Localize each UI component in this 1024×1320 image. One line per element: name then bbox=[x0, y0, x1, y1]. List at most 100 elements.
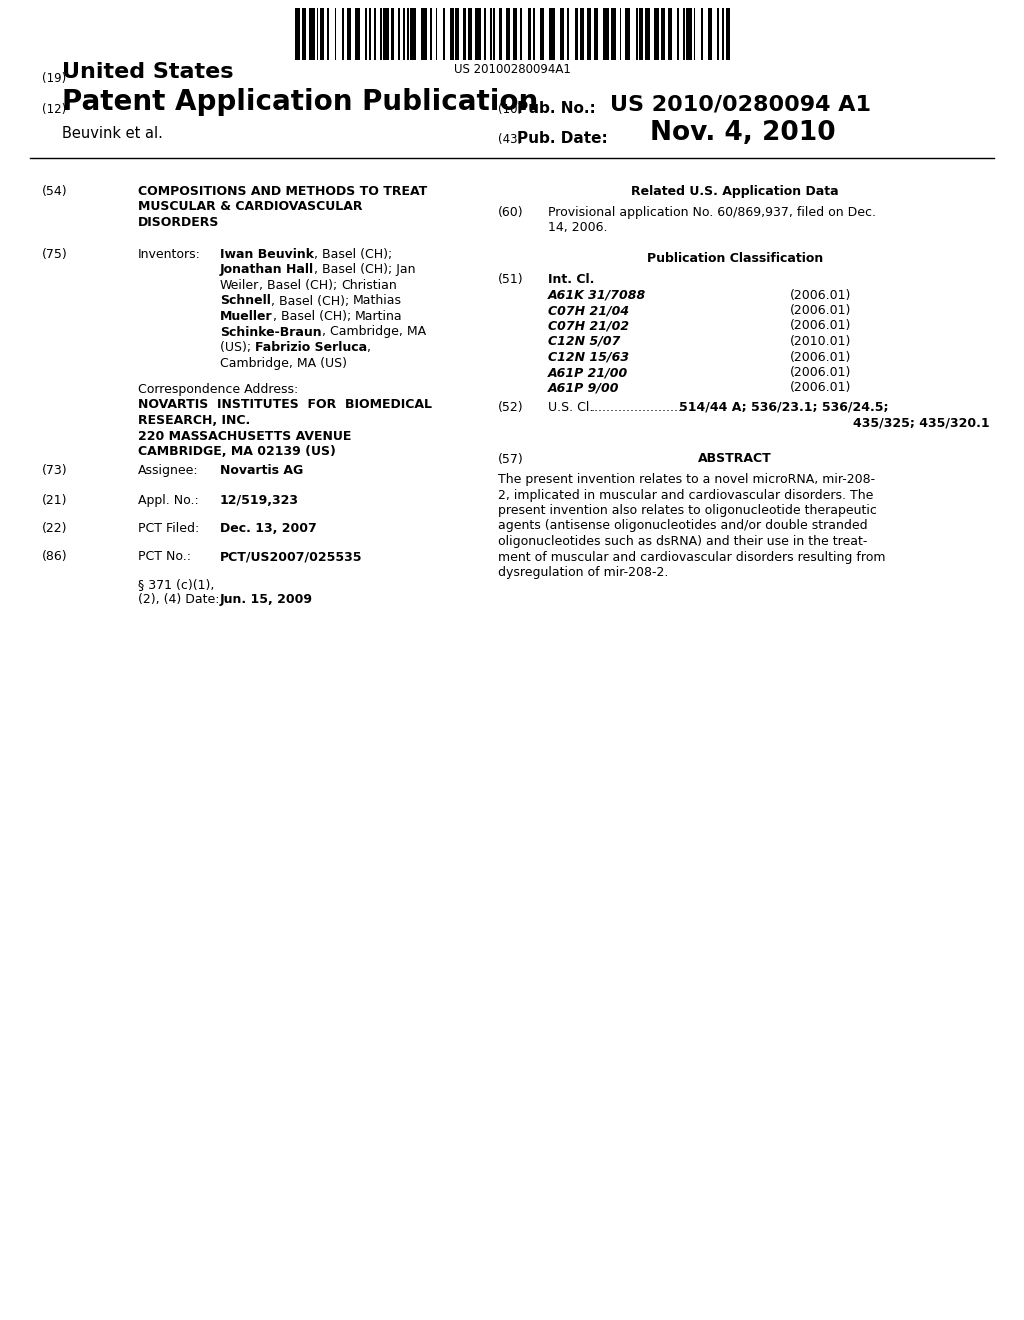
Bar bbox=[328, 8, 330, 59]
Text: MUSCULAR & CARDIOVASCULAR: MUSCULAR & CARDIOVASCULAR bbox=[138, 201, 362, 214]
Text: (75): (75) bbox=[42, 248, 68, 261]
Bar bbox=[708, 8, 712, 59]
Text: (2006.01): (2006.01) bbox=[790, 289, 851, 301]
Text: (86): (86) bbox=[42, 550, 68, 564]
Text: (22): (22) bbox=[42, 521, 68, 535]
Text: Int. Cl.: Int. Cl. bbox=[548, 273, 594, 286]
Bar bbox=[354, 8, 359, 59]
Bar bbox=[645, 8, 650, 59]
Text: PCT/US2007/025535: PCT/US2007/025535 bbox=[220, 550, 362, 564]
Text: (52): (52) bbox=[498, 401, 523, 414]
Text: 220 MASSACHUSETTS AVENUE: 220 MASSACHUSETTS AVENUE bbox=[138, 429, 351, 442]
Text: (2006.01): (2006.01) bbox=[790, 351, 851, 363]
Bar bbox=[587, 8, 591, 59]
Text: (10): (10) bbox=[498, 103, 522, 116]
Text: , Basel (CH);: , Basel (CH); bbox=[272, 310, 355, 323]
Bar bbox=[636, 8, 638, 59]
Bar bbox=[366, 8, 368, 59]
Text: A61P 21/00: A61P 21/00 bbox=[548, 366, 629, 379]
Text: ment of muscular and cardiovascular disorders resulting from: ment of muscular and cardiovascular diso… bbox=[498, 550, 886, 564]
Bar bbox=[567, 8, 569, 59]
Text: (21): (21) bbox=[42, 494, 68, 507]
Bar bbox=[342, 8, 344, 59]
Text: PCT No.:: PCT No.: bbox=[138, 550, 191, 564]
Text: , Basel (CH);: , Basel (CH); bbox=[271, 294, 353, 308]
Bar bbox=[316, 8, 318, 59]
Bar bbox=[603, 8, 609, 59]
Bar bbox=[435, 8, 437, 59]
Text: C07H 21/04: C07H 21/04 bbox=[548, 304, 629, 317]
Bar bbox=[726, 8, 729, 59]
Text: 12/519,323: 12/519,323 bbox=[220, 494, 299, 507]
Bar bbox=[442, 8, 444, 59]
Bar bbox=[722, 8, 724, 59]
Text: Fabrizio Serluca: Fabrizio Serluca bbox=[255, 341, 368, 354]
Text: 514/44 A; 536/23.1; 536/24.5;: 514/44 A; 536/23.1; 536/24.5; bbox=[679, 401, 889, 414]
Bar bbox=[610, 8, 616, 59]
Bar bbox=[383, 8, 389, 59]
Text: Nov. 4, 2010: Nov. 4, 2010 bbox=[650, 120, 836, 147]
Bar bbox=[625, 8, 631, 59]
Text: The present invention relates to a novel microRNA, mir-208-: The present invention relates to a novel… bbox=[498, 473, 876, 486]
Text: (2006.01): (2006.01) bbox=[790, 304, 851, 317]
Bar bbox=[411, 8, 416, 59]
Bar bbox=[421, 8, 427, 59]
Bar bbox=[390, 8, 394, 59]
Bar bbox=[499, 8, 503, 59]
Bar bbox=[639, 8, 643, 59]
Text: Pub. Date:: Pub. Date: bbox=[517, 131, 608, 147]
Bar bbox=[397, 8, 399, 59]
Text: Pub. No.:: Pub. No.: bbox=[517, 102, 596, 116]
Text: C07H 21/02: C07H 21/02 bbox=[548, 319, 629, 333]
Text: U.S. Cl.: U.S. Cl. bbox=[548, 401, 593, 414]
Text: (51): (51) bbox=[498, 273, 523, 286]
Text: , Cambridge, MA: , Cambridge, MA bbox=[322, 326, 426, 338]
Text: oligonucleotides such as dsRNA) and their use in the treat-: oligonucleotides such as dsRNA) and thei… bbox=[498, 535, 867, 548]
Text: (57): (57) bbox=[498, 453, 523, 466]
Bar bbox=[451, 8, 454, 59]
Text: Correspondence Address:: Correspondence Address: bbox=[138, 383, 298, 396]
Bar bbox=[686, 8, 692, 59]
Bar bbox=[513, 8, 517, 59]
Text: Schnell: Schnell bbox=[220, 294, 271, 308]
Text: (2010.01): (2010.01) bbox=[790, 335, 851, 348]
Bar bbox=[594, 8, 598, 59]
Text: 14, 2006.: 14, 2006. bbox=[548, 222, 607, 235]
Bar bbox=[295, 8, 300, 59]
Text: ,: , bbox=[368, 341, 372, 354]
Text: 435/325; 435/320.1: 435/325; 435/320.1 bbox=[853, 417, 990, 429]
Text: Schinke-Braun: Schinke-Braun bbox=[220, 326, 322, 338]
Text: Dec. 13, 2007: Dec. 13, 2007 bbox=[220, 521, 316, 535]
Text: (43): (43) bbox=[498, 133, 522, 147]
Text: .......................: ....................... bbox=[591, 401, 683, 414]
Text: (12): (12) bbox=[42, 103, 67, 116]
Bar bbox=[549, 8, 555, 59]
Text: Iwan Beuvink: Iwan Beuvink bbox=[220, 248, 314, 261]
Text: , Basel (CH);: , Basel (CH); bbox=[314, 248, 392, 261]
Text: Patent Application Publication: Patent Application Publication bbox=[62, 88, 539, 116]
Bar bbox=[489, 8, 492, 59]
Bar bbox=[527, 8, 531, 59]
Bar bbox=[669, 8, 672, 59]
Text: , Basel (CH); Jan: , Basel (CH); Jan bbox=[314, 264, 416, 276]
Text: Assignee:: Assignee: bbox=[138, 465, 199, 477]
Bar bbox=[620, 8, 622, 59]
Text: Mathias: Mathias bbox=[353, 294, 402, 308]
Text: 2, implicated in muscular and cardiovascular disorders. The: 2, implicated in muscular and cardiovasc… bbox=[498, 488, 873, 502]
Bar bbox=[403, 8, 406, 59]
Text: (2006.01): (2006.01) bbox=[790, 319, 851, 333]
Bar bbox=[302, 8, 306, 59]
Text: Weiler: Weiler bbox=[220, 279, 259, 292]
Bar bbox=[347, 8, 351, 59]
Bar bbox=[375, 8, 376, 59]
Bar bbox=[683, 8, 684, 59]
Text: US 20100280094A1: US 20100280094A1 bbox=[454, 63, 570, 77]
Text: Novartis AG: Novartis AG bbox=[220, 465, 303, 477]
Text: COMPOSITIONS AND METHODS TO TREAT: COMPOSITIONS AND METHODS TO TREAT bbox=[138, 185, 427, 198]
Text: (19): (19) bbox=[42, 73, 67, 84]
Bar bbox=[380, 8, 382, 59]
Text: DISORDERS: DISORDERS bbox=[138, 216, 219, 228]
Text: US 2010/0280094 A1: US 2010/0280094 A1 bbox=[610, 94, 871, 114]
Text: (73): (73) bbox=[42, 465, 68, 477]
Bar bbox=[475, 8, 480, 59]
